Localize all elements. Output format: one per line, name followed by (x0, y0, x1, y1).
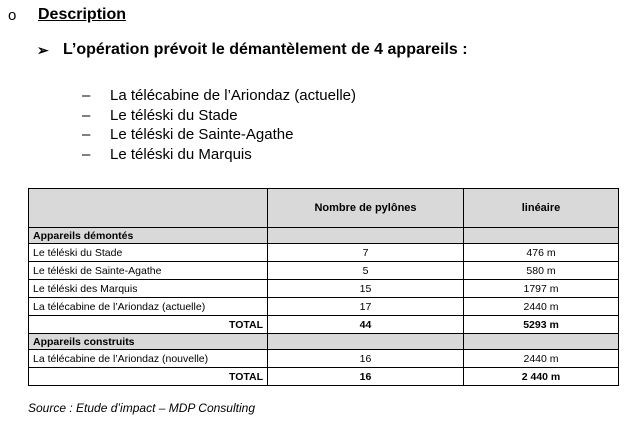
cell-device: La télécabine de l’Ariondaz (actuelle) (28, 297, 268, 316)
devices-table-container: Nombre de pylônes linéaire Appareils dém… (28, 188, 619, 386)
list-item: – Le téléski de Sainte-Agathe (82, 125, 356, 145)
source-caption: Source : Etude d’impact – MDP Consulting (28, 401, 255, 415)
cell-pylons: 17 (267, 297, 464, 316)
table-row: Le téléski de Sainte-Agathe 5 580 m (28, 261, 619, 280)
total-length: 5293 m (463, 315, 619, 334)
total-length: 2 440 m (463, 367, 619, 386)
cell-device: La télécabine de l’Ariondaz (nouvelle) (28, 349, 268, 368)
list-item: – Le téléski du Marquis (82, 145, 356, 165)
cell-device: Le téléski de Sainte-Agathe (28, 261, 268, 280)
list-item-text: Le téléski du Stade (110, 106, 238, 124)
list-item: – Le téléski du Stade (82, 106, 356, 126)
list-item-text: Le téléski du Marquis (110, 145, 252, 163)
circle-bullet-icon: o (8, 6, 17, 24)
cell-length: 476 m (463, 243, 619, 262)
intro-line: ➢ L’opération prévoit le démantèlement d… (37, 41, 468, 59)
devices-table: Nombre de pylônes linéaire Appareils dém… (28, 188, 619, 386)
intro-text: L’opération prévoit le démantèlement de … (63, 41, 468, 58)
header-length: linéaire (463, 188, 619, 228)
cell-pylons: 5 (267, 261, 464, 280)
cell-length: 2440 m (463, 297, 619, 316)
group-label: Appareils construits (28, 333, 268, 350)
table-row: La télécabine de l’Ariondaz (actuelle) 1… (28, 297, 619, 316)
section-heading: o Description (8, 6, 126, 24)
dash-icon: – (82, 106, 91, 124)
total-label: TOTAL (28, 315, 268, 334)
header-empty (28, 188, 268, 228)
list-item-text: La télécabine de l’Ariondaz (actuelle) (110, 87, 356, 105)
total-row-built: TOTAL 16 2 440 m (28, 367, 619, 386)
section-title: Description (38, 6, 127, 23)
cell-length: 2440 m (463, 349, 619, 368)
total-pylons: 16 (267, 367, 464, 386)
cell-pylons: 15 (267, 279, 464, 298)
dash-icon: – (82, 126, 91, 144)
list-item: – La télécabine de l’Ariondaz (actuelle) (82, 86, 356, 106)
table-row: Le téléski du Stade 7 476 m (28, 243, 619, 262)
cell-pylons: 7 (267, 243, 464, 262)
arrow-bullet-icon: ➢ (37, 41, 49, 58)
cell-device: Le téléski des Marquis (28, 279, 268, 298)
cell-pylons: 16 (267, 349, 464, 368)
cell-length: 1797 m (463, 279, 619, 298)
table-header-row: Nombre de pylônes linéaire (28, 188, 619, 228)
total-pylons: 44 (267, 315, 464, 334)
cell-device: Le téléski du Stade (28, 243, 268, 262)
total-label: TOTAL (28, 367, 268, 386)
table-row: Le téléski des Marquis 15 1797 m (28, 279, 619, 298)
dash-icon: – (82, 145, 91, 163)
group-row-built: Appareils construits (28, 333, 619, 350)
table-row: La télécabine de l’Ariondaz (nouvelle) 1… (28, 349, 619, 368)
cell-length: 580 m (463, 261, 619, 280)
header-pylons: Nombre de pylônes (267, 188, 464, 228)
group-row-dismantled: Appareils démontés (28, 227, 619, 244)
dash-icon: – (82, 87, 91, 105)
devices-list: – La télécabine de l’Ariondaz (actuelle) … (82, 86, 356, 164)
total-row-dismantled: TOTAL 44 5293 m (28, 315, 619, 334)
list-item-text: Le téléski de Sainte-Agathe (110, 126, 294, 144)
group-label: Appareils démontés (28, 227, 268, 244)
